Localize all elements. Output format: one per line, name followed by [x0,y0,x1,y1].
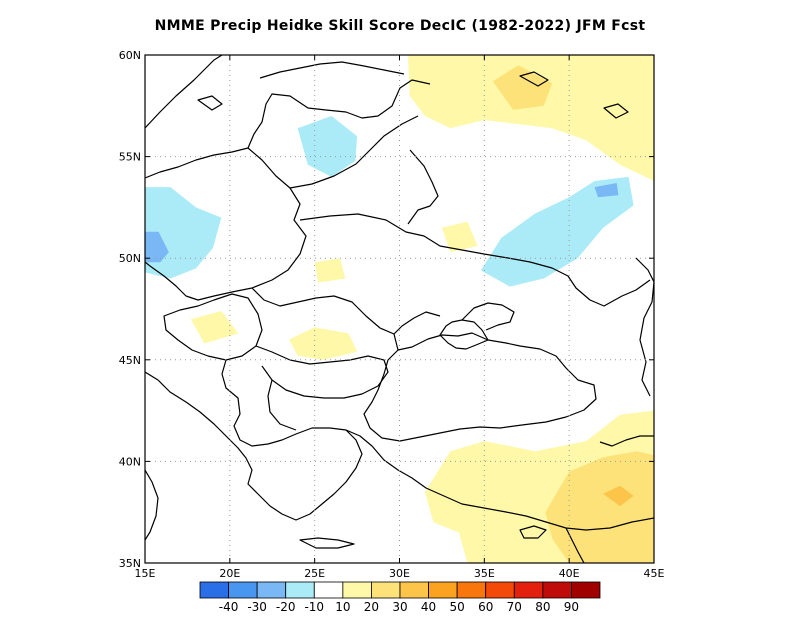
legend-swatch-6 [371,581,401,599]
skill-shading [145,55,654,563]
legend-label-1: -30 [247,600,267,614]
border-7 [255,345,389,399]
border-8 [221,359,347,447]
lat-tick-label-2: 45N [119,354,141,367]
lat-tick-label-3: 50N [119,252,141,265]
lon-tick-label-3: 30E [389,567,410,580]
aegean-coast [345,429,654,531]
legend-label-6: 30 [392,600,407,614]
crimea-coast [439,319,489,350]
skill-region-8 [545,451,654,563]
skill-region-6 [492,65,553,110]
skill-region-11 [441,221,478,253]
italy-coast [145,469,159,541]
legend-label-4: 10 [335,600,350,614]
border-5 [251,287,399,351]
legend-label-0: -40 [219,600,239,614]
legend-swatch-12 [542,581,572,599]
skill-region-4 [594,183,619,198]
legend-swatch-0 [199,581,229,599]
legend-swatch-5 [342,581,372,599]
chart-title: NMME Precip Heidke Skill Score DecIC (19… [154,18,646,34]
baltic-coast [145,79,431,179]
legend-swatch-10 [485,581,515,599]
legend-label-5: 20 [364,600,379,614]
lon-tick-label-4: 35E [474,567,495,580]
skill-region-10 [289,327,358,360]
lat-tick-label-1: 40N [119,455,141,468]
legend-label-7: 40 [421,600,436,614]
legend-swatch-4 [313,581,344,599]
border-11 [407,149,439,225]
legend-label-9: 60 [478,600,493,614]
skill-region-12 [314,258,346,283]
legend-label-3: -10 [304,600,324,614]
lat-tick-label-5: 60N [119,49,141,62]
lon-tick-label-0: 15E [135,567,156,580]
legend-swatch-2 [256,581,287,599]
skill-region-1 [145,231,169,263]
skill-region-3 [480,176,634,287]
skill-region-5 [408,55,654,181]
skill-region-2 [297,116,358,177]
border-12 [393,311,441,335]
border-4 [299,213,651,307]
lon-tick-label-1: 20E [219,567,240,580]
legend-label-10: 70 [507,600,522,614]
lat-tick-label-4: 55N [119,151,141,164]
caspian-coast [635,257,654,397]
scandinavia-coast [145,55,223,129]
border-6 [163,293,263,361]
border-1 [185,147,307,301]
adriatic-coast [145,371,363,521]
legend-swatch-13 [571,581,601,599]
legend-swatch-1 [228,581,258,599]
legend-swatch-3 [285,581,315,599]
legend-swatch-8 [428,581,458,599]
legend-swatch-7 [399,581,429,599]
lake-2 [519,71,549,87]
gulf-finland-coast [259,61,405,79]
border-10 [599,435,654,447]
levant-coast [565,527,585,563]
color-legend: -40 -30 -20 -10 10 20 30 40 50 60 70 80 90 [199,581,601,614]
lon-tick-label-6: 45E [644,567,665,580]
skill-region-13 [190,311,239,344]
border-9 [267,379,297,431]
cyprus-coast [519,525,547,539]
legend-label-2: -20 [276,600,296,614]
legend-label-11: 80 [535,600,550,614]
axis-ticks: 15E 20E 25E 30E 35E 40E 45E 35N 40N 45N 50N 55N 60N [119,49,665,580]
lake-3 [603,103,629,119]
coastlines-borders [145,55,654,563]
lon-tick-label-2: 25E [304,567,325,580]
legend-swatch-11 [513,581,544,599]
lake-1 [197,95,223,111]
border-2 [145,261,187,297]
azov-coast [461,302,515,331]
black-sea-coast [363,332,597,442]
legend-label-12: 90 [564,600,579,614]
lat-tick-label-0: 35N [119,557,141,570]
crete-coast [299,537,355,549]
skill-region-9 [603,485,634,507]
legend-swatch-9 [456,581,487,599]
lon-tick-label-5: 40E [559,567,580,580]
legend-label-8: 50 [450,600,465,614]
